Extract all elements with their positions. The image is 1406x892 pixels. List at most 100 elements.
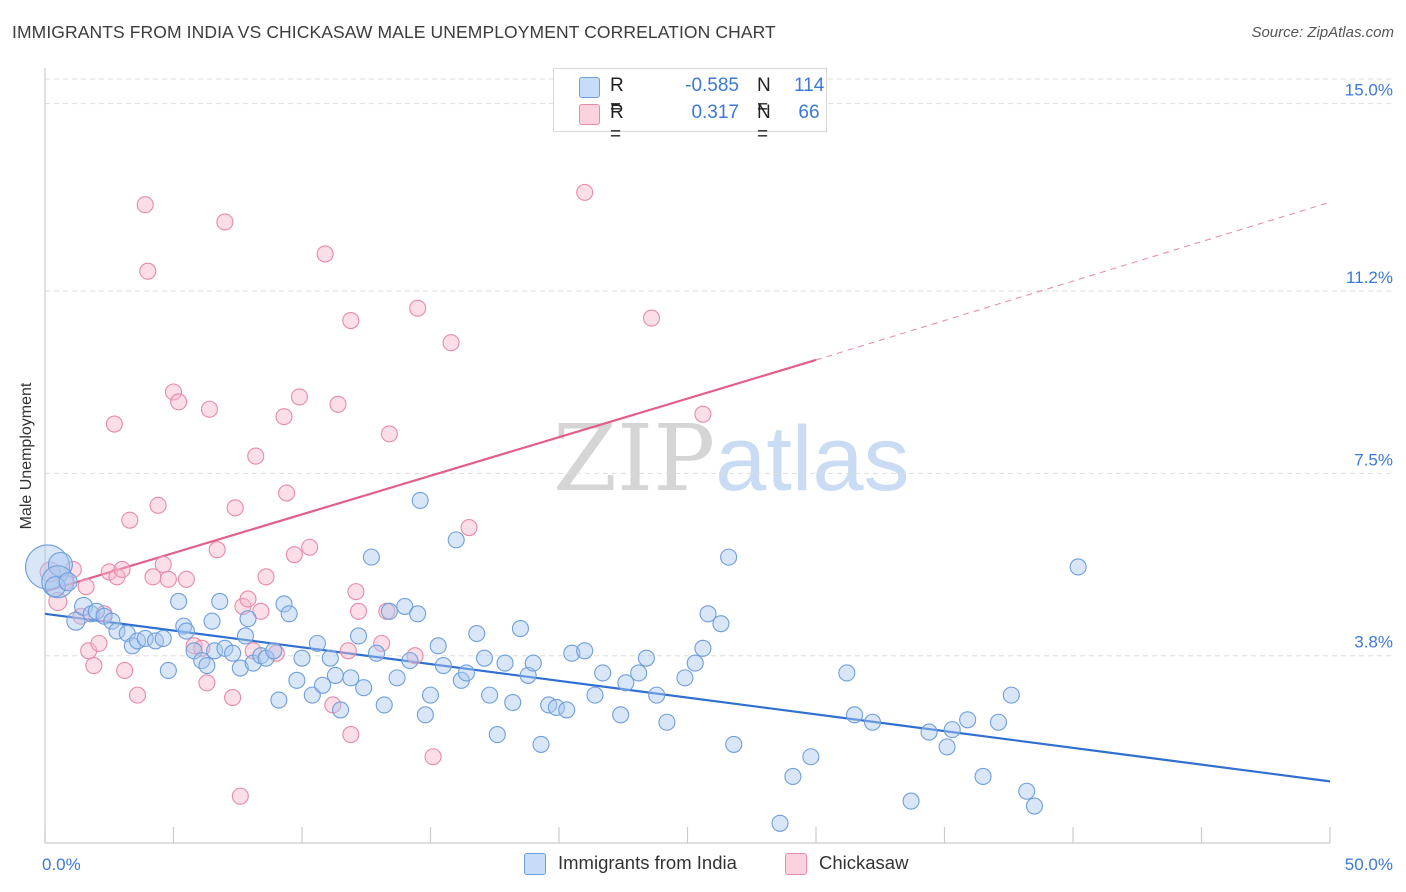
chickasaw-point — [113, 560, 131, 578]
chickasaw-point — [149, 496, 167, 514]
india-point — [1069, 558, 1087, 576]
india-point — [532, 735, 550, 753]
india-point — [206, 642, 224, 660]
india-point — [586, 686, 604, 704]
y-tick-label: 15.0% — [1345, 81, 1393, 100]
india-point — [308, 634, 326, 652]
india-point — [375, 696, 393, 714]
chickasaw-point — [342, 726, 360, 744]
india-point — [771, 814, 789, 832]
legend-n-label: N = — [757, 75, 771, 118]
india-point — [275, 595, 293, 613]
chickasaw-point — [239, 590, 257, 608]
india-point — [362, 548, 380, 566]
india-point — [193, 652, 211, 670]
india-point — [123, 637, 141, 655]
legend-r-value: -0.585 — [685, 75, 739, 96]
india-point — [175, 617, 193, 635]
chickasaw-point — [642, 309, 661, 327]
india-point — [468, 624, 486, 643]
india-point — [989, 713, 1008, 731]
legend-r-value: 0.317 — [691, 102, 739, 123]
india-point — [594, 664, 612, 682]
series-label-chickasaw: Chickasaw — [819, 852, 909, 873]
india-point — [396, 597, 414, 615]
india-point — [58, 572, 78, 592]
chickasaw-point — [442, 334, 460, 352]
india-point — [694, 639, 712, 657]
chickasaw-point — [136, 196, 154, 214]
chickasaw-point — [694, 405, 712, 423]
legend-swatch-chickasaw — [579, 104, 600, 125]
india-point — [434, 657, 452, 675]
india-point — [136, 629, 154, 647]
india-point — [380, 602, 398, 620]
chickasaw-point — [164, 383, 183, 401]
india-point — [863, 713, 882, 731]
chickasaw-point — [90, 634, 108, 652]
india-point — [511, 620, 530, 638]
india-point — [524, 654, 542, 672]
y-tick-label: 3.8% — [1354, 633, 1393, 652]
series-swatch-india — [524, 853, 546, 875]
india-point — [1002, 686, 1020, 704]
india-point — [617, 674, 635, 692]
chickasaw-point — [170, 393, 188, 411]
india-point — [159, 661, 177, 680]
india-point — [367, 644, 386, 662]
chickasaw-point — [216, 213, 234, 231]
india-point — [239, 610, 257, 628]
india-point — [170, 592, 188, 611]
x-tick-label: 0.0% — [42, 855, 81, 874]
chickasaw-point — [105, 415, 123, 433]
chickasaw-point — [224, 689, 242, 707]
chickasaw-point — [349, 602, 368, 620]
india-point — [902, 792, 920, 810]
chickasaw-point — [257, 568, 275, 586]
chickasaw-point — [576, 183, 594, 201]
chickasaw-point — [252, 602, 270, 620]
chickasaw-point — [373, 634, 391, 652]
chickasaw-point — [77, 578, 95, 596]
chickasaw-point — [116, 661, 134, 680]
india-point — [676, 669, 694, 687]
india-point — [154, 629, 172, 647]
india-point — [265, 642, 283, 660]
india-point — [648, 686, 666, 704]
india-point — [920, 723, 938, 741]
india-point — [314, 676, 332, 694]
india-point — [576, 642, 594, 660]
india-point — [802, 748, 820, 766]
chickasaw-point — [226, 499, 244, 517]
chickasaw-point — [85, 657, 103, 675]
india-point — [401, 652, 419, 670]
chickasaw-point — [285, 546, 303, 564]
correlation-legend: R = -0.585 N = 114 R = 0.317 N = 66 — [553, 68, 827, 145]
chickasaw-point — [424, 748, 442, 766]
india-point — [547, 698, 565, 717]
x-tick-label: 50.0% — [1345, 855, 1393, 874]
india-point — [447, 531, 465, 549]
india-point — [504, 693, 522, 712]
india-point — [280, 605, 298, 623]
series-label-india: Immigrants from India — [558, 852, 737, 873]
india-point — [270, 691, 288, 709]
india-point — [331, 701, 350, 719]
india-point — [630, 664, 648, 682]
y-tick-label: 7.5% — [1354, 450, 1393, 469]
legend-n-label: N = — [757, 102, 771, 145]
chickasaw-point — [154, 555, 172, 574]
india-point — [342, 669, 360, 687]
series-swatch-chickasaw — [785, 853, 807, 875]
grid-lines — [45, 78, 1392, 657]
chickasaw-trend-line — [44, 358, 817, 593]
india-point — [488, 726, 506, 744]
india-point — [416, 706, 434, 724]
india-point — [421, 686, 440, 704]
india-point — [457, 664, 476, 682]
chickasaw-point — [231, 787, 249, 805]
india-point — [349, 627, 368, 645]
chickasaw-points — [39, 183, 712, 805]
india-point — [224, 644, 242, 662]
chickasaw-point — [342, 311, 360, 330]
